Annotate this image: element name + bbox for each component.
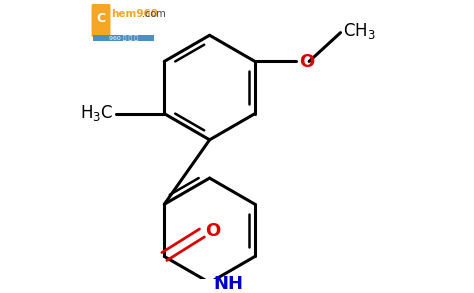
Text: 960 化 工 网: 960 化 工 网 <box>109 35 138 41</box>
Text: CH$_3$: CH$_3$ <box>343 21 376 41</box>
Text: C: C <box>97 12 106 25</box>
Text: .com: .com <box>142 9 165 19</box>
Text: NH: NH <box>214 275 244 293</box>
Text: H$_3$C: H$_3$C <box>80 103 113 123</box>
Text: hem960: hem960 <box>111 9 158 19</box>
Text: O: O <box>299 53 314 71</box>
Text: O: O <box>205 222 220 240</box>
FancyBboxPatch shape <box>91 4 110 37</box>
FancyBboxPatch shape <box>93 35 155 41</box>
